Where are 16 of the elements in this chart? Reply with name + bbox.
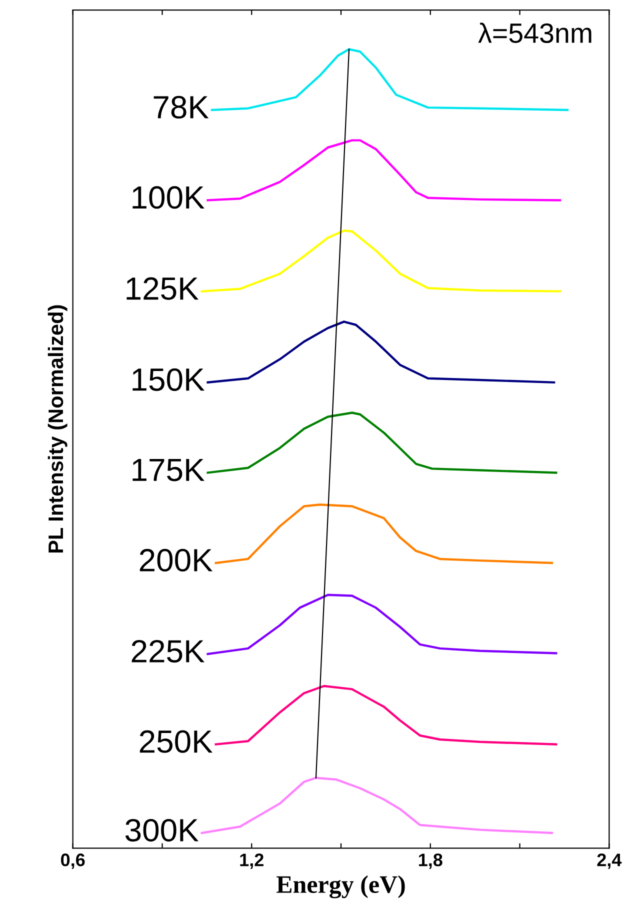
series-label: 125K <box>126 277 199 300</box>
x-tick-label: 0,6 <box>61 854 85 869</box>
series-label: 200K <box>140 548 213 572</box>
series-label: 175K <box>132 458 204 482</box>
series-label: 225K <box>132 640 204 663</box>
series-label: 300K <box>126 818 199 842</box>
x-axis-title: Energy (eV) <box>276 875 405 898</box>
series-label: 78K <box>154 96 209 119</box>
x-tick-label: 2,4 <box>597 854 622 869</box>
series-label: 250K <box>140 730 213 753</box>
series-label: 100K <box>132 186 204 209</box>
text: λ=543nm <box>478 22 592 44</box>
x-tick-label: 1,2 <box>240 854 264 869</box>
y-axis-title: PL Intensity (Normalized) <box>48 305 68 553</box>
series-label: 150K <box>132 368 204 391</box>
x-tick-label: 1,8 <box>418 854 442 869</box>
